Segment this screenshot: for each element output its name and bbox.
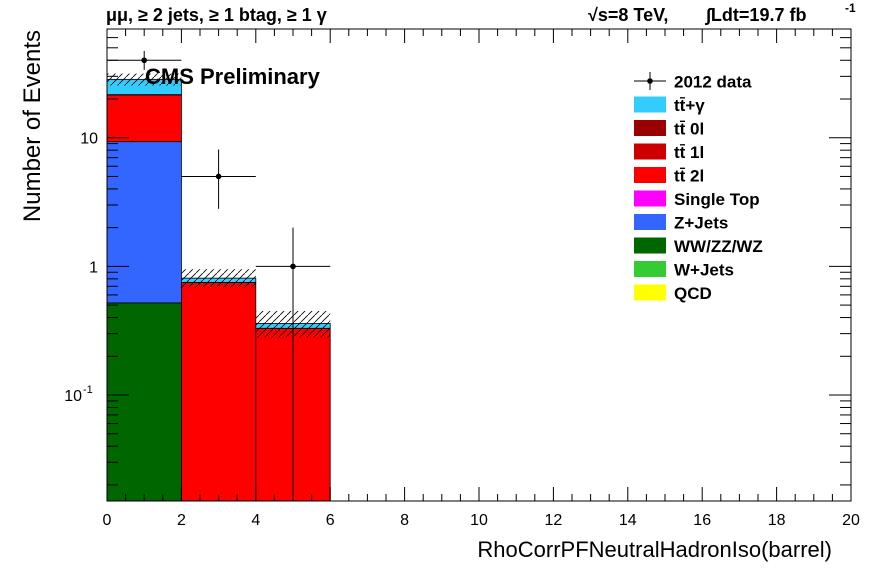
- legend-label: Single Top: [674, 190, 760, 209]
- legend-label: tt̄ 1l: [674, 143, 704, 162]
- bar-segment: [180, 282, 257, 502]
- y-axis-title: Number of Events: [19, 30, 46, 222]
- legend-label: tt̄ 2l: [674, 167, 704, 186]
- legend-swatch: [634, 261, 666, 277]
- legend: 2012 data tt̄+γ tt̄ 0l tt̄ 1l tt̄ 2l Single T…: [634, 72, 763, 303]
- legend-swatch: [634, 120, 666, 136]
- x-tick-label: 10: [470, 512, 488, 529]
- data-point: [141, 57, 147, 64]
- cms-preliminary-label: CMS Preliminary: [145, 64, 321, 89]
- data-point: [215, 173, 222, 180]
- legend-swatch: [634, 167, 666, 183]
- uncertainty-hatch: [181, 269, 256, 288]
- x-tick-label: 2: [177, 512, 186, 529]
- data-point: [290, 263, 296, 270]
- legend-label: 2012 data: [674, 73, 752, 92]
- x-tick-label: 16: [693, 512, 711, 529]
- y-tick-label: 10: [64, 388, 82, 405]
- legend-swatch: [634, 237, 666, 254]
- legend-label: tt̄+γ: [674, 96, 705, 115]
- uncertainty-hatch: [107, 73, 182, 86]
- x-tick-label: 12: [545, 512, 563, 529]
- legend-swatch: [634, 143, 666, 160]
- legend-swatch: [634, 96, 666, 113]
- header-energy: √s=8 TeV,: [588, 5, 668, 25]
- x-tick-label: 6: [326, 512, 335, 529]
- x-tick-label: 0: [103, 512, 112, 529]
- header-lumi-exponent: -1: [845, 1, 856, 15]
- legend-label: W+Jets: [674, 261, 734, 280]
- x-tick-label: 4: [251, 512, 260, 529]
- legend-swatch: [634, 214, 666, 230]
- legend-marker: [647, 78, 653, 84]
- y-tick-label-exponent: -1: [83, 384, 93, 396]
- legend-swatch: [634, 284, 666, 301]
- x-tick-label: 14: [619, 512, 637, 529]
- legend-label: WW/ZZ/WZ: [674, 237, 763, 256]
- y-tick-label: 10: [80, 131, 98, 148]
- x-tick-label: 8: [400, 512, 409, 529]
- x-tick-label: 20: [842, 512, 860, 529]
- x-axis-title: RhoCorrPFNeutralHadronIso(barrel): [477, 537, 832, 562]
- bar-segment: [106, 94, 182, 143]
- stacked-bars: [106, 78, 331, 502]
- legend-label: QCD: [674, 284, 712, 303]
- legend-label: Z+Jets: [674, 214, 728, 233]
- y-tick-label: 1: [89, 259, 98, 276]
- legend-label: tt̄ 0l: [674, 120, 704, 139]
- header-selection: μμ, ≥ 2 jets, ≥ 1 btag, ≥ 1 γ: [106, 5, 327, 25]
- x-tick-label: 18: [768, 512, 786, 529]
- legend-swatch: [634, 190, 666, 207]
- header-lumi: ∫Ldt=19.7 fb: [705, 5, 806, 25]
- bar-segment: [106, 141, 182, 304]
- data-points: [107, 50, 331, 495]
- bar-segment: [106, 302, 182, 502]
